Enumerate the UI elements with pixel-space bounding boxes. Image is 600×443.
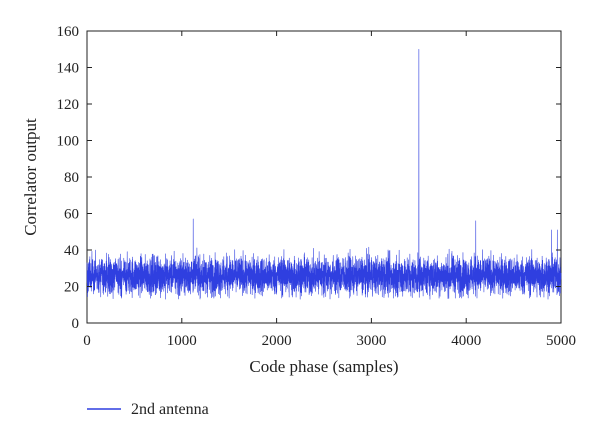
x-tick-label: 0 [83, 333, 91, 349]
y-tick-label: 160 [57, 24, 80, 40]
x-tick-label: 4000 [451, 333, 481, 349]
x-tick-label: 2000 [262, 333, 292, 349]
y-tick-label: 120 [57, 97, 80, 113]
y-tick-label: 40 [64, 243, 79, 259]
x-tick-label: 1000 [167, 333, 197, 349]
legend-label: 2nd antenna [131, 401, 209, 418]
y-tick-label: 60 [64, 207, 79, 223]
x-tick-label: 5000 [546, 333, 576, 349]
y-tick-label: 80 [64, 170, 79, 186]
axes: 0 1000 2000 3000 4000 5000 0 20 40 60 80 100 120 140 1… [21, 24, 576, 376]
x-axis-label: Code phase (samples) [249, 357, 398, 376]
y-tick-label: 0 [72, 316, 80, 332]
y-tick-label: 100 [57, 134, 80, 150]
legend: 2nd antenna [87, 401, 209, 418]
series-layer [86, 48, 562, 300]
x-tick-label: 3000 [356, 333, 386, 349]
y-tick-label: 20 [64, 280, 79, 296]
y-axis-label: Correlator output [21, 118, 40, 236]
series-line [86, 48, 562, 300]
y-tick-label: 140 [57, 61, 80, 77]
